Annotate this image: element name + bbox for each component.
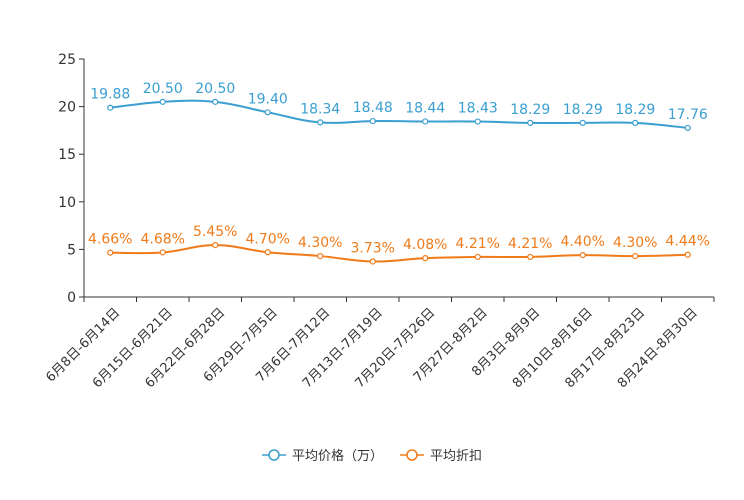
series-1-data-label: 4.66% [88,232,132,248]
series-0-data-label: 18.43 [458,101,498,117]
series-0-point [212,98,219,105]
series-1-point [264,249,271,256]
series-0-data-label: 17.76 [668,107,708,123]
series-0-point [632,119,639,126]
series-0-data-label: 20.50 [195,81,235,97]
series-0-data-label: 19.88 [90,87,130,103]
series-1-data-label: 4.21% [508,236,552,252]
series-1-point [369,258,376,265]
series-0-point [264,109,271,116]
y-tick-label: 0 [67,290,76,306]
series-1-point [107,249,114,256]
series-0-data-label: 18.29 [563,102,603,118]
series-0-point [159,98,166,105]
y-tick-label: 10 [58,195,76,211]
series-1-data-label: 4.40% [561,234,605,250]
series-0-point [684,124,691,132]
series-0-point [474,118,481,125]
series-0-data-label: 18.29 [510,102,550,118]
series-0-point [579,119,586,126]
y-tick-label: 20 [58,100,76,116]
series-0-data-label: 18.44 [405,100,445,116]
series-1-point [317,252,324,260]
series-0-data-label: 18.34 [300,101,340,117]
y-tick-label: 15 [58,147,76,163]
series-1-data-label: 4.21% [456,236,500,252]
series-1-data-label: 3.73% [351,240,395,256]
series-1-point [474,253,481,261]
series-line-0 [110,99,688,129]
legend-1-label: 平均折扣 [430,449,482,464]
series-0-data-label: 19.40 [248,91,288,107]
series-0-data-label: 18.29 [615,102,655,118]
series-0-point [317,119,324,126]
series-1-point [632,252,639,260]
series-0-point [107,104,114,111]
series-1-point [527,253,534,261]
series-0-point [422,118,429,125]
series-1-data-label: 4.08% [403,237,447,253]
series-line-1 [110,244,688,263]
series-1-data-label: 4.68% [141,231,185,247]
series-1-point [684,251,691,258]
series-1-data-label: 5.45% [193,224,237,240]
legend-1-marker [406,449,418,461]
legend-0-marker [268,449,280,461]
y-tick-label: 25 [58,52,76,68]
y-tick-label: 5 [67,242,76,258]
series-1-data-label: 4.30% [613,235,657,251]
series-0-point [369,117,376,125]
series-1-point [159,249,166,256]
series-0-point [527,119,534,126]
series-0-data-label: 20.50 [143,81,183,97]
series-1-point [212,242,219,249]
series-0-data-label: 18.48 [353,100,393,116]
series-1-point [422,255,429,262]
series-1-data-label: 4.30% [298,235,342,251]
legend-0-label: 平均价格（万） [292,448,383,464]
series-1-point [579,252,586,259]
series-1-data-label: 4.70% [246,231,290,247]
series-1-data-label: 4.44% [666,234,710,250]
